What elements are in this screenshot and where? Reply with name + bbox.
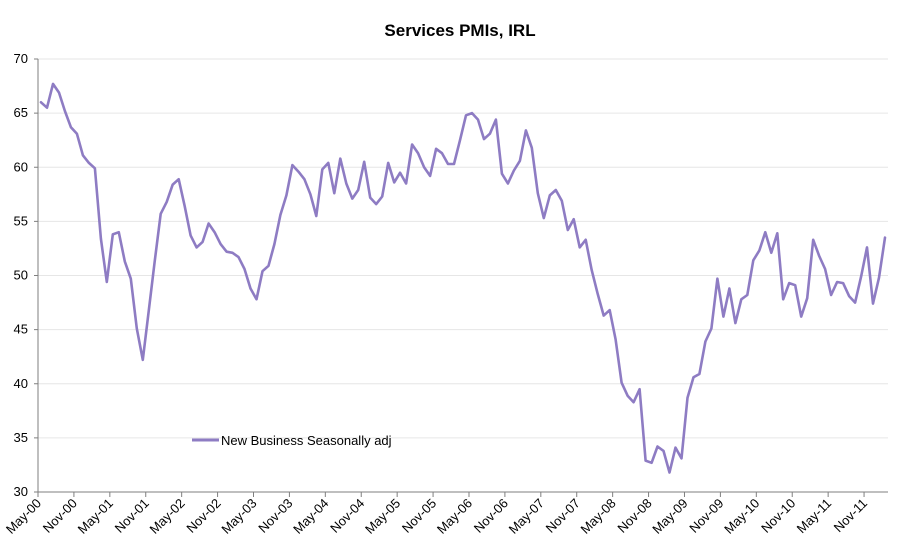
series-layer [39, 82, 887, 474]
series-line-new-business [39, 82, 887, 474]
legend: New Business Seasonally adj [192, 433, 392, 448]
y-tick-label: 50 [14, 268, 28, 283]
y-tick-label: 40 [14, 376, 28, 391]
y-tick-label: 45 [14, 322, 28, 337]
y-tick-label: 30 [14, 484, 28, 499]
y-tick-label: 70 [14, 51, 28, 66]
chart-title: Services PMIs, IRL [384, 21, 535, 40]
y-tick-label: 55 [14, 213, 28, 228]
legend-label: New Business Seasonally adj [221, 433, 392, 448]
y-tick-label: 35 [14, 430, 28, 445]
y-tick-label: 65 [14, 105, 28, 120]
y-axis: 30 35 40 45 50 55 60 65 70 [14, 51, 39, 499]
y-tick-label: 60 [14, 159, 28, 174]
gridlines [38, 58, 888, 439]
